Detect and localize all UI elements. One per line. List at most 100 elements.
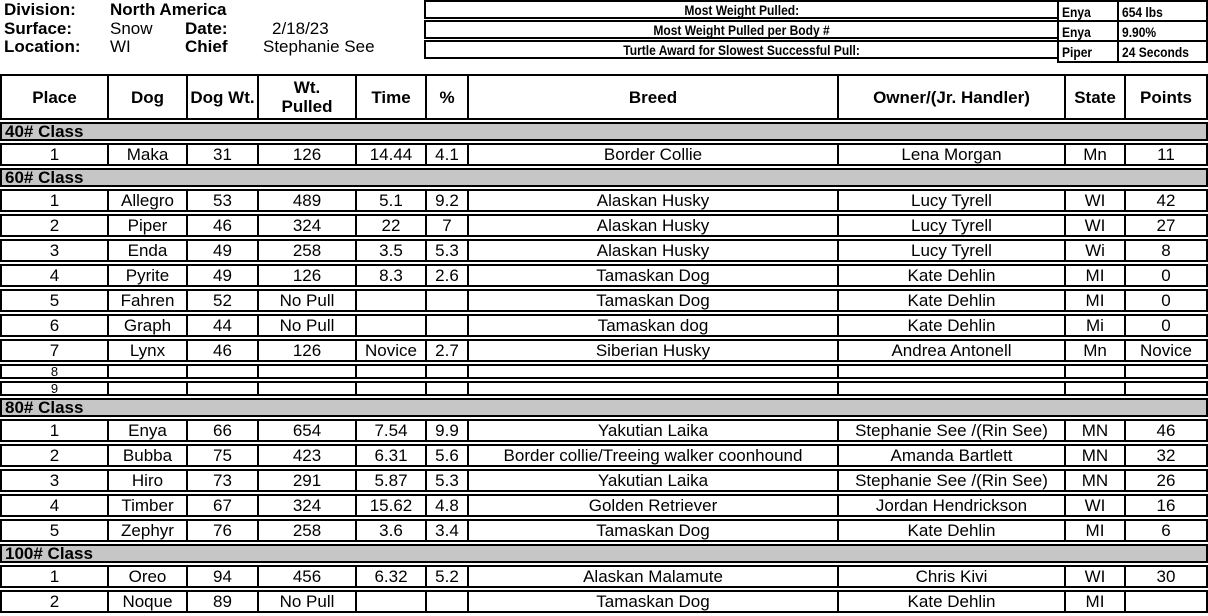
cell-dog-wt: 94 [186, 565, 257, 588]
division-label: Division: [4, 0, 76, 19]
cell-breed: Golden Retriever [467, 494, 837, 517]
cell-dog-wt: 76 [186, 519, 257, 542]
cell-time: 6.32 [355, 565, 425, 588]
cell-wt-pulled: No Pull [257, 314, 355, 337]
cell-pct: 5.2 [425, 565, 467, 588]
cell-pct: 4.8 [425, 494, 467, 517]
cell-owner: Andrea Antonell [837, 339, 1064, 362]
cell-place: 1 [0, 189, 107, 212]
cell-points [1124, 364, 1208, 379]
cell-pct: 4.1 [425, 143, 467, 166]
cell-breed [467, 364, 837, 379]
table-row: 9 [0, 381, 1208, 396]
cell-place: 2 [0, 590, 107, 613]
cell-points: 46 [1124, 419, 1208, 442]
cell-wt-pulled: 456 [257, 565, 355, 588]
cell-time [355, 314, 425, 337]
cell-time: 5.1 [355, 189, 425, 212]
table-row: 3 Hiro 73 291 5.87 5.3 Yakutian Laika Stephanie… [0, 469, 1208, 492]
cell-owner [837, 364, 1064, 379]
table-row: 4 Timber 67 324 15.62 4.8 Golden Retriever Jord… [0, 494, 1208, 517]
cell-breed: Tamaskan Dog [467, 590, 837, 613]
cell-place: 3 [0, 239, 107, 262]
cell-owner: Chris Kivi [837, 565, 1064, 588]
cell-points: 0 [1124, 289, 1208, 312]
cell-place: 4 [0, 264, 107, 287]
cell-state: MN [1064, 444, 1124, 467]
cell-owner: Lena Morgan [837, 143, 1064, 166]
cell-owner: Lucy Tyrell [837, 239, 1064, 262]
cell-state [1064, 364, 1124, 379]
cell-points: 27 [1124, 214, 1208, 237]
cell-wt-pulled: 324 [257, 494, 355, 517]
cell-wt-pulled: 489 [257, 189, 355, 212]
cell-pct: 2.7 [425, 339, 467, 362]
table-row: 1 Allegro 53 489 5.1 9.2 Alaskan Husky Lucy Tyr… [0, 189, 1208, 212]
cell-dog: Enda [107, 239, 186, 262]
results-table: Place Dog Dog Wt. Wt. Pulled Time% Breed Owner… [0, 72, 1208, 615]
division-value: North America [110, 0, 227, 19]
cell-breed: Tamaskan Dog [467, 519, 837, 542]
cell-dog: Pyrite [107, 264, 186, 287]
cell-dog: Noque [107, 590, 186, 613]
cell-dog: Lynx [107, 339, 186, 362]
cell-owner: Kate Dehlin [837, 264, 1064, 287]
cell-points: 0 [1124, 264, 1208, 287]
cell-wt-pulled: 258 [257, 519, 355, 542]
cell-dog-wt: 49 [186, 264, 257, 287]
cell-dog-wt: 89 [186, 590, 257, 613]
cell-dog-wt [186, 381, 257, 396]
cell-time: 3.5 [355, 239, 425, 262]
cell-pct: 5.3 [425, 469, 467, 492]
cell-time: 6.31 [355, 444, 425, 467]
cell-time: Novice [355, 339, 425, 362]
awards-box: Most Weight Pulled: Enya 654 lbs Most We… [424, 0, 1208, 63]
cell-dog: Bubba [107, 444, 186, 467]
award-value: 24 Seconds [1116, 40, 1208, 63]
cell-pct [425, 314, 467, 337]
col-header-owner: Owner/(Jr. Handler) [837, 74, 1064, 120]
cell-breed: Alaskan Husky [467, 239, 837, 262]
award-value: 654 lbs [1116, 0, 1208, 23]
cell-state: Wi [1064, 239, 1124, 262]
cell-points: 32 [1124, 444, 1208, 467]
cell-dog: Timber [107, 494, 186, 517]
col-header-time: Time [355, 74, 425, 120]
cell-pct: 7 [425, 214, 467, 237]
table-row: 6 Graph 44 No Pull Tamaskan dog Kate Dehlin Mi… [0, 314, 1208, 337]
cell-place: 2 [0, 214, 107, 237]
cell-place: 5 [0, 289, 107, 312]
cell-place: 2 [0, 444, 107, 467]
cell-breed: Siberian Husky [467, 339, 837, 362]
cell-state: MI [1064, 519, 1124, 542]
col-header-wt-pulled: Wt. Pulled [257, 74, 355, 120]
cell-time: 14.44 [355, 143, 425, 166]
cell-time [355, 364, 425, 379]
table-row: 2 Noque 89 No Pull Tamaskan Dog Kate Dehlin MI [0, 590, 1208, 613]
cell-owner: Kate Dehlin [837, 314, 1064, 337]
cell-state: WI [1064, 565, 1124, 588]
cell-time: 15.62 [355, 494, 425, 517]
cell-dog [107, 364, 186, 379]
award-dog: Piper [1056, 40, 1119, 63]
cell-owner: Stephanie See /(Rin See) [837, 469, 1064, 492]
cell-state [1064, 381, 1124, 396]
cell-points: 8 [1124, 239, 1208, 262]
cell-time: 7.54 [355, 419, 425, 442]
location-label: Location: [4, 37, 81, 56]
cell-dog-wt: 46 [186, 214, 257, 237]
table-row: 1 Enya 66 654 7.54 9.9 Yakutian Laika Stephanie… [0, 419, 1208, 442]
cell-points: 42 [1124, 189, 1208, 212]
cell-points: 16 [1124, 494, 1208, 517]
cell-dog: Graph [107, 314, 186, 337]
cell-state: MN [1064, 469, 1124, 492]
cell-dog-wt: 52 [186, 289, 257, 312]
cell-pct [425, 590, 467, 613]
cell-owner: Amanda Bartlett [837, 444, 1064, 467]
cell-owner: Kate Dehlin [837, 590, 1064, 613]
cell-owner [837, 381, 1064, 396]
location-value: WI [110, 37, 131, 56]
cell-state: MI [1064, 289, 1124, 312]
class-band-row: 40# Class [0, 122, 1208, 141]
cell-dog-wt [186, 364, 257, 379]
